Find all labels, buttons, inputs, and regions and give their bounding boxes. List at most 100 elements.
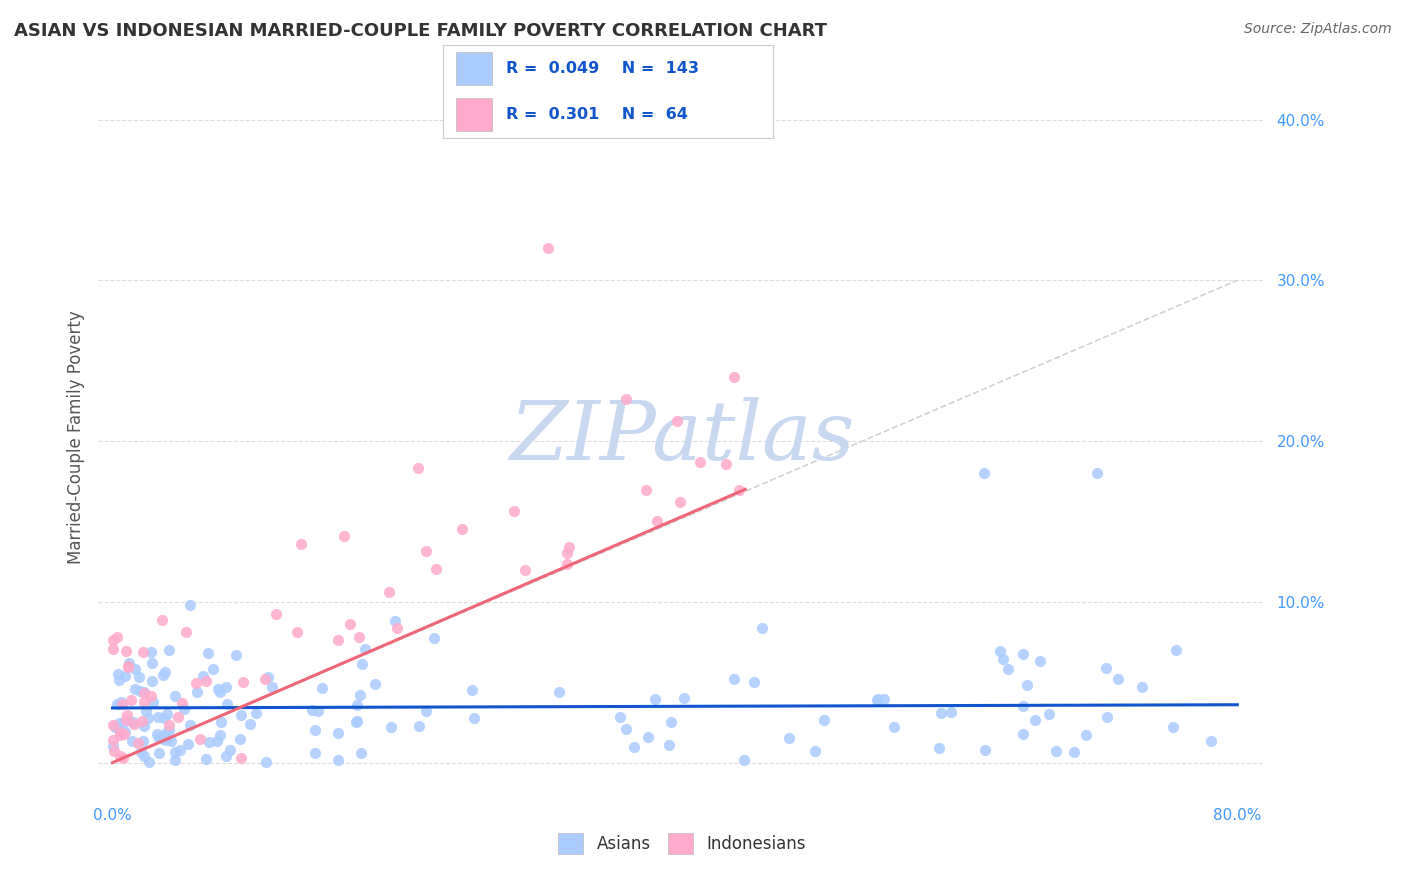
Point (136, 711, 159, 725)
Point (385, 621, 408, 635)
Point (997, 662, 1019, 676)
Point (110, 728, 132, 742)
Point (1015, 678, 1038, 692)
Point (132, 686, 155, 700)
Point (153, 711, 176, 725)
Point (502, 504, 524, 518)
Point (548, 685, 571, 699)
Point (195, 673, 218, 688)
Point (423, 631, 446, 645)
Text: ZIPatlas: ZIPatlas (509, 397, 855, 477)
Point (555, 545, 578, 559)
Point (1199, 734, 1222, 748)
Point (406, 460, 429, 475)
Point (260, 681, 283, 695)
Point (156, 707, 179, 722)
Point (751, 622, 773, 636)
Point (311, 681, 333, 695)
Text: ASIAN VS INDONESIAN MARRIED-COUPLE FAMILY POVERTY CORRELATION CHART: ASIAN VS INDONESIAN MARRIED-COUPLE FAMIL… (14, 22, 827, 40)
Point (111, 697, 134, 711)
Point (163, 753, 186, 767)
Point (112, 714, 135, 729)
Point (254, 755, 277, 769)
Point (122, 717, 145, 731)
Point (165, 689, 187, 703)
Point (186, 685, 208, 699)
Point (232, 675, 254, 690)
Point (179, 599, 201, 613)
Point (132, 645, 155, 659)
Point (150, 730, 173, 744)
Point (155, 732, 177, 747)
Text: R =  0.049    N =  143: R = 0.049 N = 143 (506, 61, 699, 76)
Point (110, 695, 132, 709)
Point (191, 669, 214, 683)
Point (118, 656, 141, 670)
Point (117, 659, 139, 673)
Point (290, 536, 312, 550)
Point (264, 607, 287, 622)
Point (134, 685, 156, 699)
Point (614, 722, 637, 736)
Bar (456, 52, 492, 85)
Point (689, 455, 711, 469)
Point (117, 660, 139, 674)
Point (153, 665, 176, 680)
Point (804, 743, 827, 757)
Point (167, 709, 190, 723)
Point (157, 718, 180, 732)
Point (215, 681, 238, 695)
Point (742, 675, 765, 690)
Point (120, 692, 142, 706)
Point (350, 746, 373, 760)
Point (623, 740, 645, 755)
Point (1095, 661, 1118, 675)
Point (128, 670, 150, 684)
Point (157, 723, 180, 737)
Point (114, 643, 136, 657)
Point (973, 743, 995, 757)
Point (609, 710, 631, 724)
Point (114, 669, 136, 683)
Point (205, 734, 228, 748)
Point (209, 727, 232, 741)
Point (304, 723, 326, 738)
Point (537, 241, 560, 255)
Point (174, 625, 197, 640)
Point (107, 667, 129, 681)
Point (207, 681, 229, 696)
Point (173, 702, 195, 716)
Point (157, 643, 180, 657)
Point (728, 483, 751, 497)
Point (141, 674, 163, 689)
Point (350, 657, 373, 671)
Point (1097, 709, 1119, 723)
Point (132, 718, 155, 732)
Point (716, 457, 738, 471)
Point (101, 641, 124, 656)
Point (301, 703, 323, 717)
Point (103, 718, 125, 732)
Point (723, 369, 745, 384)
Point (146, 709, 169, 723)
Point (384, 615, 406, 629)
Point (229, 751, 252, 765)
Point (988, 644, 1011, 658)
Point (346, 714, 368, 729)
Point (208, 685, 231, 699)
Point (121, 715, 143, 730)
Point (101, 732, 124, 747)
Point (139, 645, 162, 659)
Point (148, 731, 170, 745)
Point (121, 734, 143, 748)
Point (354, 641, 377, 656)
Point (214, 748, 236, 763)
Point (993, 651, 1015, 665)
Point (107, 715, 129, 730)
Text: Source: ZipAtlas.com: Source: ZipAtlas.com (1244, 22, 1392, 37)
Point (231, 707, 253, 722)
Point (883, 720, 905, 734)
Point (778, 731, 800, 745)
Point (225, 648, 247, 663)
Point (148, 746, 170, 760)
